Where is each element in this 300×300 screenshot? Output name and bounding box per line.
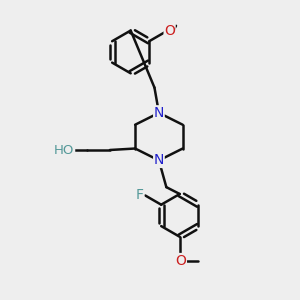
Text: O: O [164,24,175,38]
Text: O: O [176,254,186,268]
Text: F: F [136,188,144,202]
Text: HO: HO [54,143,75,157]
Text: N: N [154,106,164,120]
Text: N: N [154,153,164,167]
